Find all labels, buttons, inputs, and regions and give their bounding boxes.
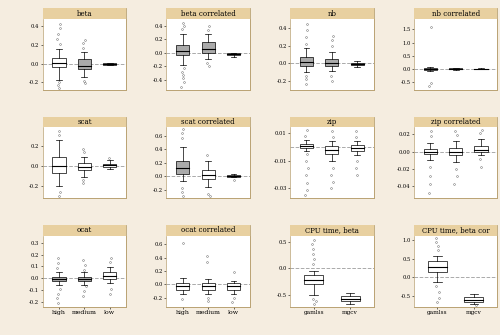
Bar [424, 149, 437, 154]
Text: CPU time, beta cor: CPU time, beta cor [422, 226, 490, 234]
Bar [202, 42, 214, 53]
Text: nb: nb [328, 10, 336, 18]
Bar [52, 58, 66, 67]
Bar [449, 148, 462, 155]
Bar [52, 157, 66, 173]
Bar [176, 283, 190, 290]
Text: beta correlated: beta correlated [181, 10, 236, 18]
Text: zip correlated: zip correlated [431, 118, 480, 126]
Bar [227, 175, 240, 177]
Bar [202, 170, 214, 179]
Bar [202, 283, 214, 290]
Bar [52, 277, 66, 281]
Bar [103, 272, 117, 279]
Bar [78, 163, 91, 170]
Bar [227, 283, 240, 290]
Bar [350, 145, 364, 151]
Text: nb correlated: nb correlated [432, 10, 480, 18]
Bar [227, 53, 240, 55]
Bar [464, 297, 483, 303]
Bar [326, 146, 338, 154]
Text: ocat: ocat [77, 226, 92, 234]
Bar [78, 59, 91, 69]
Bar [350, 63, 364, 65]
Text: scat correlated: scat correlated [182, 118, 235, 126]
Bar [176, 45, 190, 56]
Bar [176, 161, 190, 174]
Text: beta: beta [76, 10, 92, 18]
Bar [300, 57, 313, 66]
Bar [449, 68, 462, 69]
Bar [103, 64, 117, 65]
Bar [304, 275, 323, 284]
Bar [340, 296, 359, 301]
Bar [103, 164, 117, 167]
Bar [78, 277, 91, 281]
Bar [474, 146, 488, 152]
Text: scat: scat [77, 118, 92, 126]
Text: ocat correlated: ocat correlated [181, 226, 236, 234]
Bar [326, 59, 338, 66]
Bar [300, 144, 313, 148]
Bar [428, 261, 447, 272]
Bar [424, 68, 437, 70]
Text: CPU time, beta: CPU time, beta [305, 226, 359, 234]
Text: zip: zip [326, 118, 337, 126]
